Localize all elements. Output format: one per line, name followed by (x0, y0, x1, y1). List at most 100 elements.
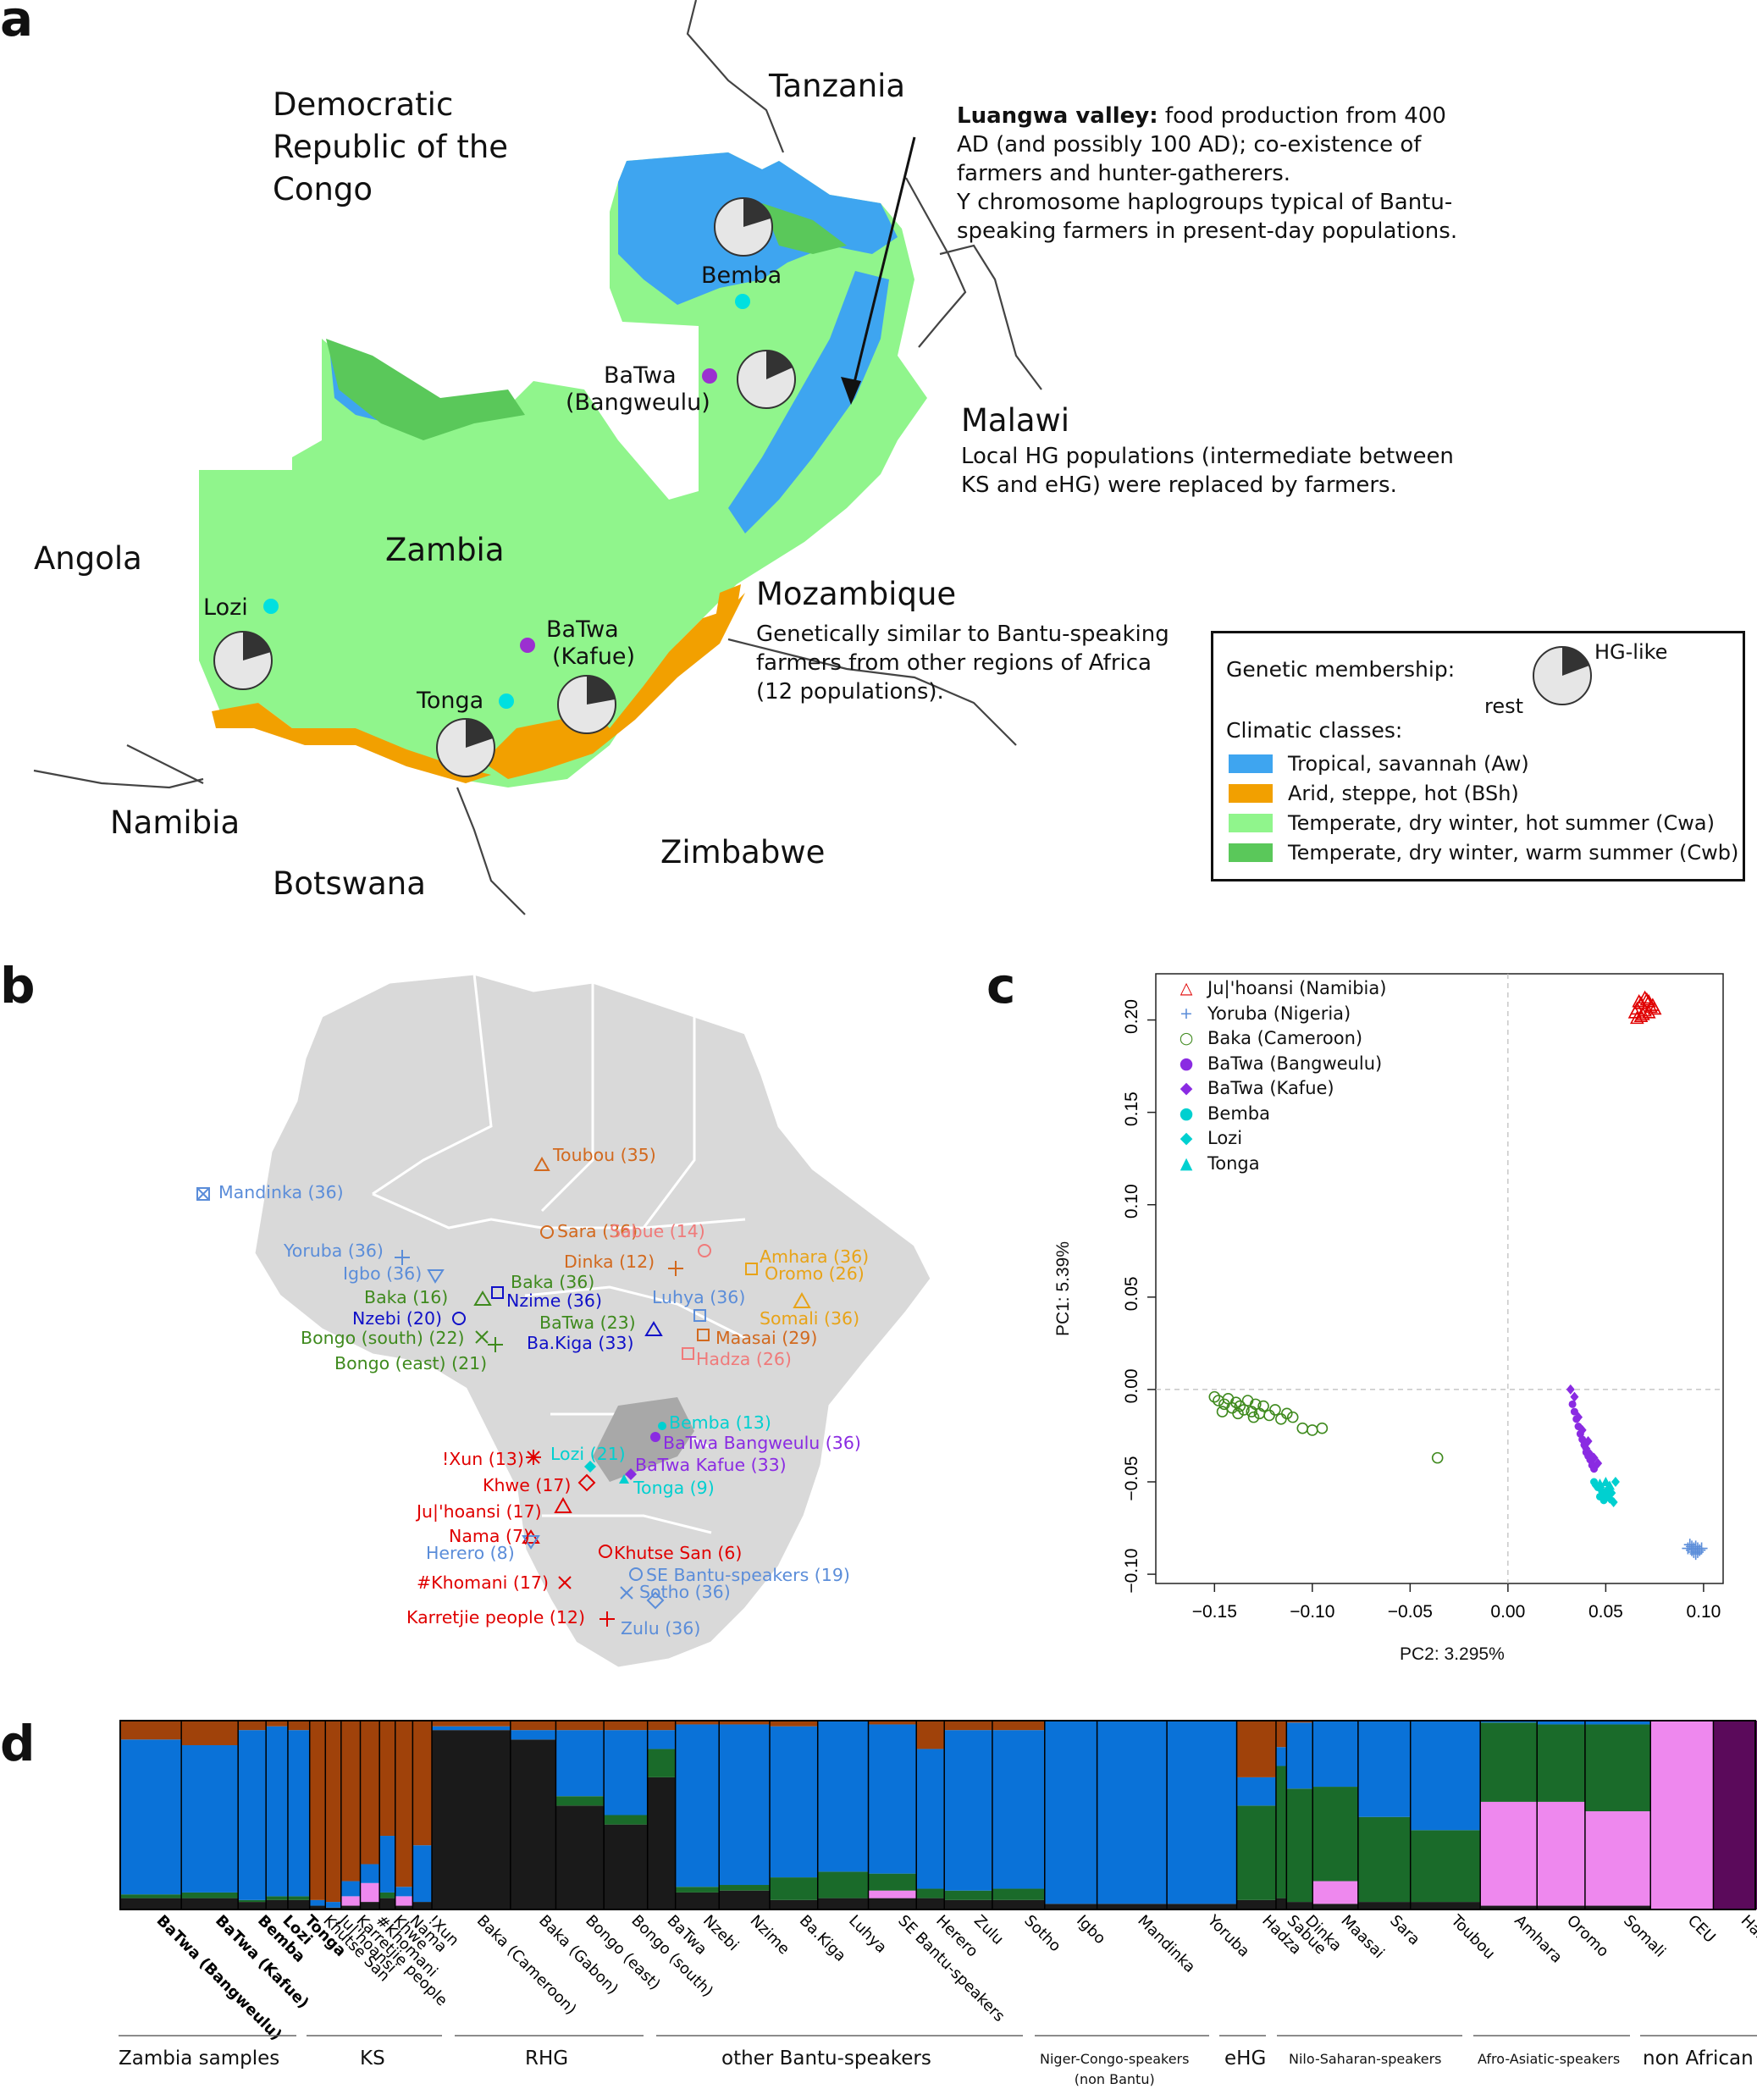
b-label-hadza: Hadza (26) (696, 1349, 792, 1369)
admixture-segment (1312, 1721, 1359, 1788)
admixture-segment (1480, 1905, 1538, 1909)
legend-row-cwa: Temperate, dry winter, hot summer (Cwa) (1229, 811, 1715, 835)
admixture-segment (1312, 1881, 1359, 1904)
admixture-segment (647, 1721, 677, 1731)
admixture-segment (287, 1721, 311, 1731)
panel-letter-c: c (986, 957, 1016, 1014)
admixture-segment (379, 1836, 396, 1893)
b-label-bongo-south: Bongo (south) (22) (301, 1328, 465, 1348)
marker-sabue (698, 1244, 711, 1257)
admixture-segment (868, 1873, 917, 1891)
b-label-baka36: Baka (36) (511, 1272, 595, 1292)
legend-row-bsh: Arid, steppe, hot (BSh) (1229, 782, 1519, 805)
pca-legend-item: △ Ju|'hoansi (Namibia) (1177, 976, 1387, 1002)
pca-legend-marker: ● (1179, 1103, 1194, 1123)
pca-legend-label: Lozi (1207, 1128, 1243, 1148)
zambia-cwb-north (762, 203, 847, 254)
admixture-category-label: Yoruba (1203, 1911, 1253, 1961)
admixture-segment (1312, 1787, 1359, 1882)
group-label-niger-congo: Niger-Congo-speakers (non Bantu) (1040, 2049, 1189, 2090)
pca-xtick-label: −0.15 (1192, 1602, 1237, 1622)
admixture-segment (1044, 1721, 1098, 1904)
marker-hadza (682, 1347, 694, 1360)
admixture-segment (1236, 1899, 1277, 1909)
admixture-segment (412, 1902, 433, 1909)
marker-karretjie (599, 1611, 615, 1627)
border-malawi (939, 244, 1042, 390)
admixture-segment (325, 1902, 342, 1908)
pca-ytick-label: −0.10 (1122, 1549, 1141, 1594)
zambia-cwa (199, 152, 927, 788)
mozambique-note-line3: (12 populations). (756, 679, 944, 705)
dot-batwa-kafue (520, 638, 535, 653)
panel-letter-b: b (0, 957, 36, 1014)
admixture-segment (1480, 1722, 1538, 1802)
label-botswana: Botswana (273, 865, 426, 902)
b-label-nzebi: Nzebi (20) (352, 1308, 443, 1329)
pca-point (1229, 1396, 1242, 1408)
admixture-segment (817, 1721, 870, 1872)
pca-legend-label: BaTwa (Bangweulu) (1207, 1053, 1383, 1074)
pca-point (1234, 1400, 1246, 1412)
pca-point (1611, 1477, 1620, 1487)
marker-bemba (658, 1422, 666, 1430)
border-angola (126, 744, 204, 784)
label-drc-2: Republic of the (273, 129, 509, 165)
border-tanzania-malawi (905, 177, 967, 348)
pca-point (1689, 1548, 1702, 1561)
admixture-segment (1584, 1721, 1651, 1725)
pca-ytick-label: 0.20 (1122, 999, 1141, 1034)
marker-xun (526, 1450, 541, 1465)
africa-shape (252, 972, 933, 1670)
zambia-map (33, 0, 1042, 915)
admixture-segment (1410, 1902, 1481, 1909)
pca-xlabel: PC2: 3.295% (1400, 1644, 1505, 1664)
admixture-segment (1357, 1816, 1412, 1903)
marker-nzebi (452, 1312, 466, 1325)
marker-maasai (697, 1329, 710, 1341)
admixture-segment (181, 1721, 239, 1745)
b-label-lozi: Lozi (21) (550, 1444, 626, 1464)
border-drc-tanzania (686, 0, 785, 153)
admixture-segment (1713, 1721, 1757, 1909)
luangwa-note-line3: farmers and hunter-gatherers. (957, 161, 1291, 186)
admixture-category-label: Ba.Kiga (796, 1912, 849, 1965)
label-lozi: Lozi (203, 594, 248, 621)
admixture-segment (675, 1892, 720, 1909)
panel-letter-a: a (0, 0, 34, 47)
marker-sotho (620, 1586, 633, 1600)
admixture-segment (266, 1726, 289, 1897)
pie-batwa-bangweulu (737, 350, 796, 409)
marker-khutse (599, 1545, 612, 1558)
admixture-segment (360, 1882, 380, 1903)
marker-luhya (693, 1309, 706, 1322)
admixture-segment (604, 1730, 649, 1815)
admixture-segment (719, 1721, 771, 1725)
admixture-segment (916, 1898, 945, 1909)
group-label-rhg: RHG (525, 2048, 569, 2070)
admixture-segment (1480, 1801, 1538, 1906)
group-label-niger-congo-1: Niger-Congo-speakers (1040, 2051, 1190, 2067)
b-label-khwe: Khwe (17) (483, 1475, 572, 1495)
marker-khwe (577, 1473, 596, 1492)
admixture-segment (770, 1877, 819, 1900)
label-batwa-kafue-1: BaTwa (546, 616, 619, 643)
legend-row-cwb: Temperate, dry winter, warm summer (Cwb) (1229, 841, 1738, 865)
admixture-segment (238, 1899, 267, 1903)
b-label-khutse: Khutse San (6) (614, 1543, 743, 1563)
admixture-segment (647, 1777, 677, 1909)
admixture-segment (555, 1730, 605, 1797)
marker-herero (522, 1535, 540, 1550)
luangwa-arrow-head (841, 377, 861, 405)
luangwa-note-line5: speaking farmers in present-day populati… (957, 218, 1458, 244)
admixture-category-label: Han (1738, 1912, 1757, 1946)
pca-point (1647, 1001, 1662, 1015)
pie-bemba (714, 197, 773, 257)
marker-nzime (491, 1286, 504, 1299)
b-label-luhya: Luhya (36) (652, 1287, 746, 1307)
admixture-segment (675, 1887, 720, 1893)
admixture-segment (325, 1721, 342, 1903)
legend-bsh-label: Arid, steppe, hot (BSh) (1288, 782, 1519, 805)
admixture-segment (1275, 1766, 1287, 1898)
pca-point (1590, 1465, 1599, 1473)
